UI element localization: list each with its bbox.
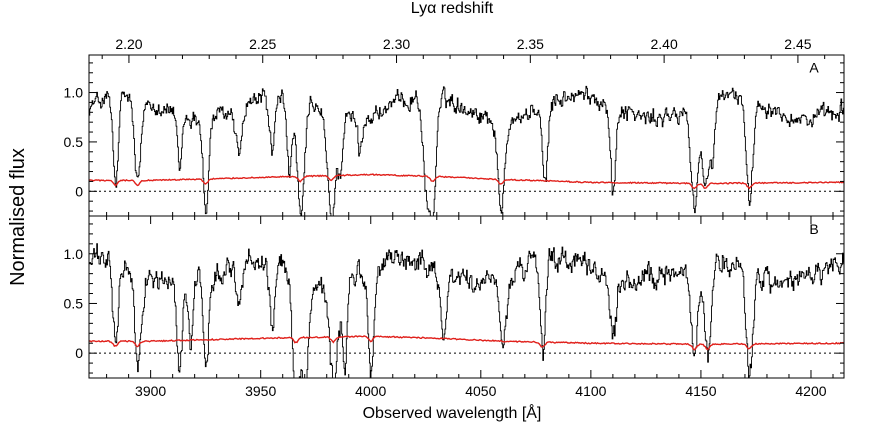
y-tick-label: 1.0 — [64, 246, 84, 262]
top-tick-label: 2.25 — [249, 36, 276, 52]
y-axis-label: Normalised flux — [7, 148, 29, 286]
y-tick-label: 0.5 — [64, 134, 84, 150]
x-tick-label: 4050 — [465, 383, 496, 399]
error-series — [89, 335, 844, 351]
flux-series — [89, 243, 844, 378]
top-tick-label: 2.30 — [383, 36, 410, 52]
top-tick-label: 2.40 — [650, 36, 677, 52]
x-tick-label: 4150 — [685, 383, 716, 399]
y-tick-label: 0 — [75, 345, 83, 361]
panel-tag: A — [809, 60, 819, 76]
x-tick-label: 4000 — [355, 383, 386, 399]
x-tick-label: 4100 — [575, 383, 606, 399]
error-series — [89, 173, 844, 190]
x-axis-label: Observed wavelength [Å] — [363, 403, 542, 422]
y-tick-label: 0 — [75, 183, 83, 199]
y-tick-label: 1.0 — [64, 85, 84, 101]
panel-tag: B — [809, 221, 818, 237]
data-layer — [89, 85, 844, 378]
x-tick-label: 3950 — [245, 383, 276, 399]
axes-layer: 0 0.5 1.0 A 0 0.5 1.0 B 3900 3950 4000 4050 4100 4150… — [64, 36, 845, 399]
flux-series — [89, 85, 844, 216]
x-tick-label: 4200 — [795, 383, 826, 399]
top-tick-label: 2.35 — [517, 36, 544, 52]
top-tick-label: 2.45 — [784, 36, 811, 52]
y-tick-label: 0.5 — [64, 295, 84, 311]
panel-frame — [88, 54, 845, 217]
panel-b-plot — [89, 243, 844, 378]
x-tick-label: 3900 — [135, 383, 166, 399]
top-axis-label: Lyα redshift — [411, 0, 494, 17]
top-tick-label: 2.20 — [115, 36, 142, 52]
panel-a-plot — [89, 85, 844, 216]
panel-frame — [88, 215, 845, 379]
